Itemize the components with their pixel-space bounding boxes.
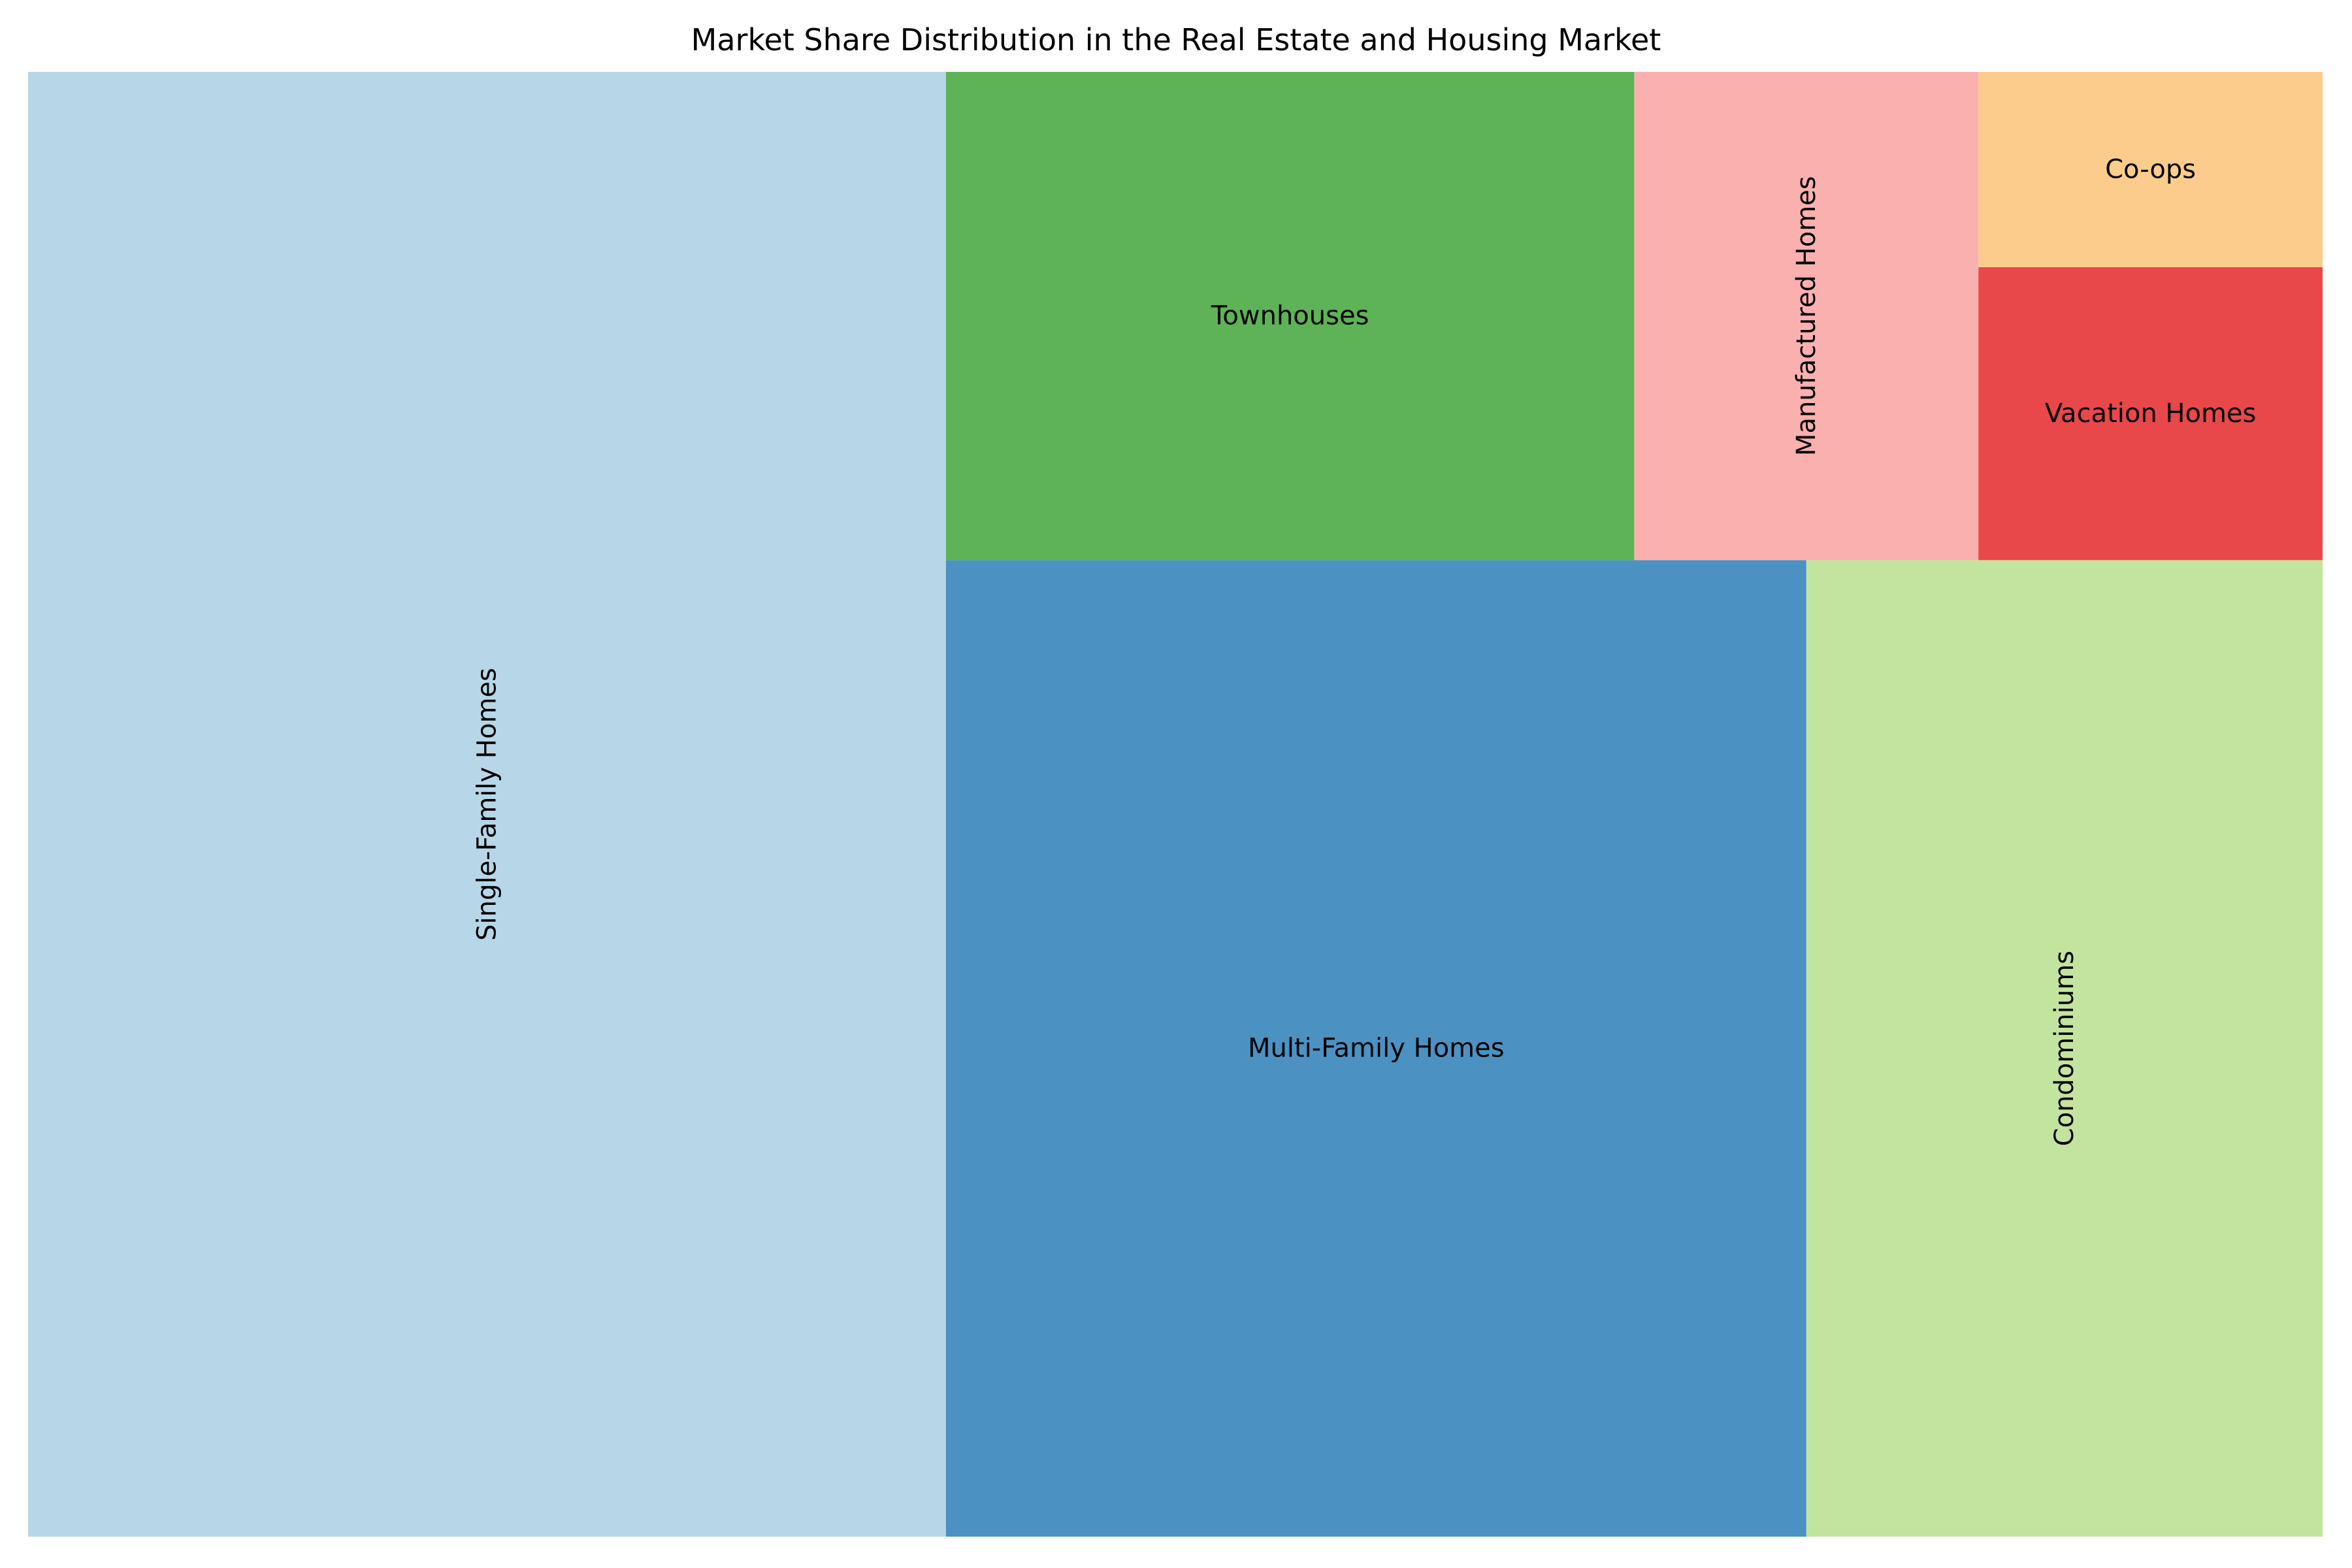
label-vacation-homes: Vacation Homes <box>2045 399 2257 429</box>
label-multi-family-homes: Multi-Family Homes <box>1248 1034 1505 1064</box>
tile-townhouses <box>945 72 1635 561</box>
tile-condominiums <box>1806 560 2323 1537</box>
label-townhouses: Townhouses <box>1211 301 1369 331</box>
tile-manufactured-homes <box>1634 72 1979 561</box>
chart-title: Market Share Distribution in the Real Es… <box>691 22 1661 57</box>
tile-multi-family-homes <box>945 560 1806 1537</box>
label-condominiums: Condominiums <box>2050 951 2080 1146</box>
label-co-ops: Co-ops <box>2105 154 2196 184</box>
tile-single-family-homes <box>28 72 946 1537</box>
label-single-family-homes: Single-Family Homes <box>472 668 502 941</box>
tile-vacation-homes <box>1978 267 2323 561</box>
label-manufactured-homes: Manufactured Homes <box>1791 176 1821 456</box>
tile-co-ops <box>1978 72 2323 267</box>
